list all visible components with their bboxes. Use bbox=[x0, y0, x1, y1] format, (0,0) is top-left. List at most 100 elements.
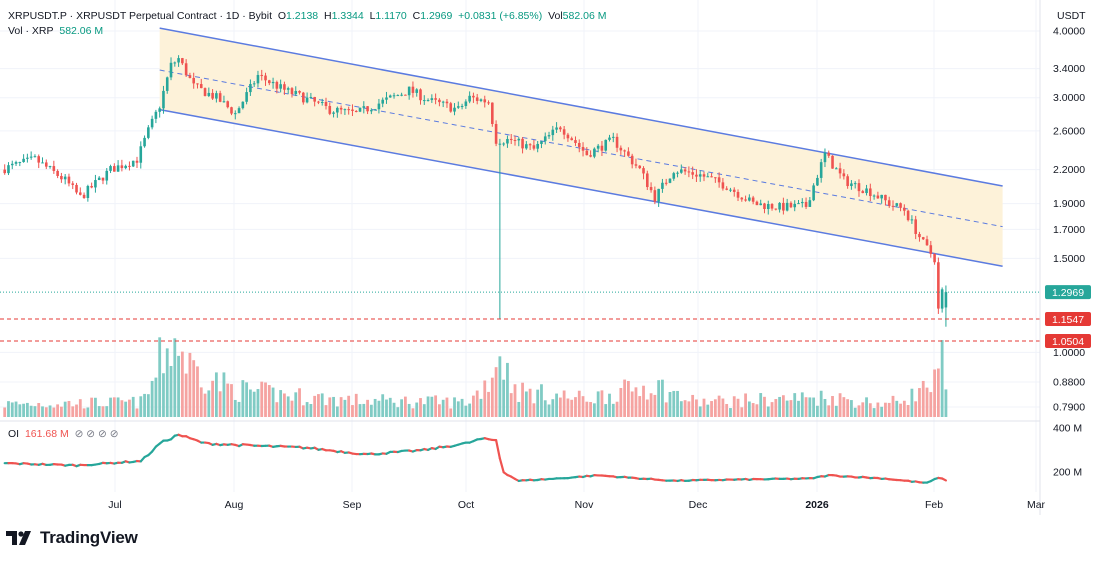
symbol-header: XRPUSDT.P · XRPUSDT Perpetual Contract ·… bbox=[8, 10, 607, 22]
tradingview-logo-icon bbox=[6, 531, 31, 545]
candle-body bbox=[48, 166, 52, 168]
volume-bar bbox=[487, 391, 490, 417]
candle-body bbox=[468, 95, 471, 102]
volume-bar bbox=[222, 372, 226, 417]
volume-bar bbox=[676, 390, 679, 417]
volume-bar bbox=[475, 390, 479, 417]
volume-bar bbox=[354, 393, 358, 417]
volume-bar bbox=[464, 405, 468, 417]
candle-body bbox=[763, 203, 766, 210]
candle-body bbox=[105, 170, 109, 181]
volume-bar bbox=[800, 392, 804, 417]
volume-bar bbox=[710, 401, 713, 417]
volume-bar bbox=[381, 394, 385, 417]
candle-body bbox=[517, 138, 521, 141]
volume-bar bbox=[540, 384, 543, 417]
volume-bar bbox=[479, 398, 483, 417]
candle-body bbox=[766, 204, 770, 210]
volume-bar bbox=[90, 397, 94, 417]
more-icon[interactable]: ⊘ bbox=[109, 428, 119, 440]
volume-bar bbox=[453, 397, 456, 417]
volume-bar bbox=[585, 401, 589, 417]
oi-tick-label: 400 M bbox=[1053, 423, 1082, 435]
candle-body bbox=[525, 144, 528, 149]
volume-bar bbox=[672, 390, 676, 417]
candle-body bbox=[782, 202, 785, 211]
symbol-ticker[interactable]: XRPUSDT.P bbox=[8, 10, 67, 22]
time-axis-label: Feb bbox=[925, 499, 943, 511]
candle-body bbox=[82, 194, 86, 199]
volume-bar bbox=[490, 377, 494, 417]
gear-icon[interactable]: ⊘ bbox=[86, 428, 96, 440]
volume-bar bbox=[468, 403, 472, 417]
candle-body bbox=[714, 177, 717, 179]
volume-legend-label[interactable]: Vol · XRP bbox=[8, 25, 54, 37]
candle-body bbox=[800, 201, 804, 204]
volume-bar bbox=[577, 390, 581, 417]
volume-bar bbox=[611, 403, 615, 417]
volume-bar bbox=[230, 384, 233, 417]
volume-bar bbox=[623, 379, 627, 417]
volume-bar bbox=[804, 397, 808, 417]
candle-body bbox=[177, 58, 180, 63]
volume-bar bbox=[313, 395, 317, 417]
candle-body bbox=[683, 169, 687, 172]
volume-bar bbox=[196, 366, 199, 417]
oi-label[interactable]: OI bbox=[8, 428, 20, 440]
oi-legend: OI 161.68 M ⊘ ⊘ ⊘ ⊘ bbox=[8, 428, 119, 440]
volume-bar bbox=[850, 400, 853, 417]
price-tag bbox=[1045, 333, 1091, 348]
volume-bar bbox=[536, 389, 540, 417]
close-label: C bbox=[412, 10, 421, 22]
candle-body bbox=[211, 92, 214, 99]
high-value: 1.3344 bbox=[331, 10, 364, 22]
candle-body bbox=[426, 100, 430, 102]
candle-body bbox=[120, 165, 124, 169]
candle-body bbox=[910, 219, 914, 221]
volume-bar bbox=[275, 402, 279, 417]
price-level-lines[interactable]: 1.2969 1.1547 1.0504 bbox=[0, 285, 1091, 348]
regression-channel[interactable] bbox=[159, 27, 1003, 267]
candle-body bbox=[373, 109, 377, 111]
candle-body bbox=[475, 97, 479, 101]
close-value: 1.2969 bbox=[420, 10, 453, 22]
price-tick-label: 1.5000 bbox=[1053, 253, 1085, 265]
interval[interactable]: 1D bbox=[225, 10, 240, 22]
candle-body bbox=[196, 83, 199, 85]
volume-bar bbox=[86, 407, 90, 417]
candle-body bbox=[41, 162, 44, 164]
candle-body bbox=[793, 203, 797, 208]
volume-bar bbox=[562, 390, 566, 417]
candle-body bbox=[415, 89, 419, 93]
volume-bar bbox=[358, 404, 362, 417]
candle-body bbox=[543, 136, 547, 142]
volume-bar bbox=[249, 389, 252, 417]
volume-bar bbox=[929, 392, 933, 417]
volume-bar bbox=[524, 391, 528, 417]
volume-bar bbox=[914, 401, 918, 417]
volume-bar bbox=[267, 385, 271, 417]
candle-body bbox=[116, 165, 120, 172]
volume-bar bbox=[207, 390, 211, 417]
candle-body bbox=[906, 210, 910, 221]
volume-bar bbox=[388, 397, 392, 417]
volume-bar bbox=[891, 395, 895, 417]
volume-bar bbox=[366, 399, 369, 417]
volume-bar bbox=[902, 400, 906, 417]
candle-body bbox=[668, 178, 672, 183]
close-icon[interactable]: ⊘ bbox=[98, 428, 107, 440]
candle-body bbox=[7, 165, 10, 174]
channel-fill bbox=[159, 28, 1003, 267]
time-axis-label: 2026 bbox=[805, 499, 829, 511]
open-value: 1.2138 bbox=[286, 10, 319, 22]
candle-body bbox=[872, 195, 876, 197]
candle-body bbox=[396, 95, 400, 97]
tradingview-logo[interactable]: TradingView bbox=[6, 528, 138, 548]
volume-bar bbox=[97, 406, 101, 417]
candle-body bbox=[577, 142, 581, 147]
candle-body bbox=[275, 81, 279, 89]
eye-off-icon[interactable]: ⊘ bbox=[74, 428, 84, 440]
volume-bar bbox=[910, 388, 914, 417]
candle-body bbox=[332, 112, 335, 114]
